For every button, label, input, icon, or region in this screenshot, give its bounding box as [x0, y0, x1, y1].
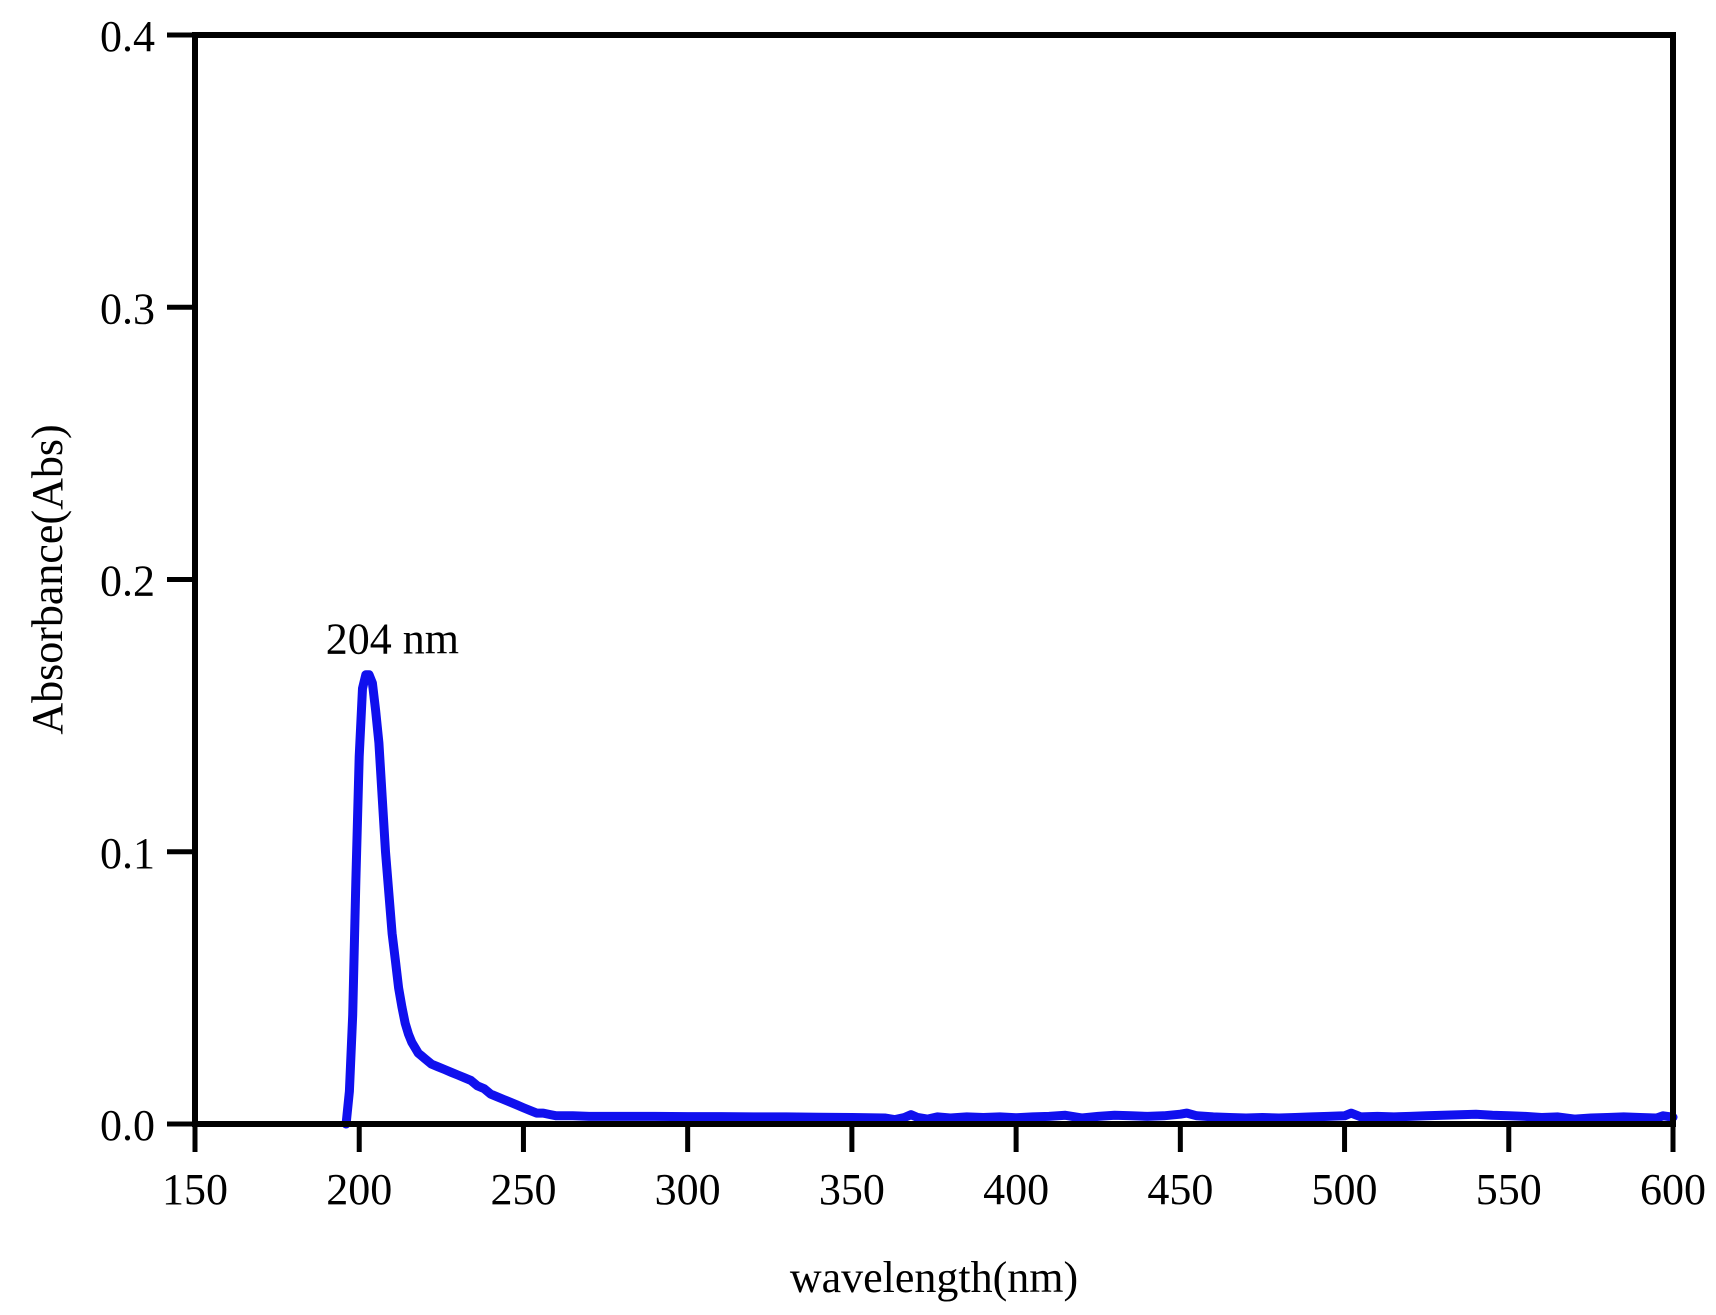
x-tick-label: 600: [1640, 1165, 1706, 1214]
peak-annotation: 204 nm: [326, 614, 459, 663]
x-tick-label: 400: [983, 1165, 1049, 1214]
y-tick-label: 0.4: [100, 12, 155, 61]
series-line-0: [341, 670, 1678, 1129]
x-tick-label: 200: [326, 1165, 392, 1214]
x-tick-label: 500: [1312, 1165, 1378, 1214]
y-tick-label: 0.1: [100, 829, 155, 878]
axis-ticks: [167, 32, 1676, 1152]
x-tick-label: 450: [1147, 1165, 1213, 1214]
x-tick-label: 350: [819, 1165, 885, 1214]
x-tick-label: 250: [490, 1165, 556, 1214]
y-axis-title: Absorbance(Abs): [23, 424, 72, 734]
x-tick-label: 150: [162, 1165, 228, 1214]
tick-labels: 150 200 250 300 350 400 450 500 550 600 0.0 0.1 0.2 0…: [100, 12, 1706, 1214]
y-tick-label: 0.0: [100, 1101, 155, 1150]
x-tick-label: 550: [1476, 1165, 1542, 1214]
x-axis-title: wavelength(nm): [790, 1253, 1078, 1302]
series-layer: [341, 670, 1678, 1129]
y-tick-label: 0.3: [100, 284, 155, 333]
plot-frame: [192, 32, 1676, 1127]
annotations: 204 nm: [326, 614, 459, 663]
x-tick-label: 300: [655, 1165, 721, 1214]
y-tick-label: 0.2: [100, 557, 155, 606]
